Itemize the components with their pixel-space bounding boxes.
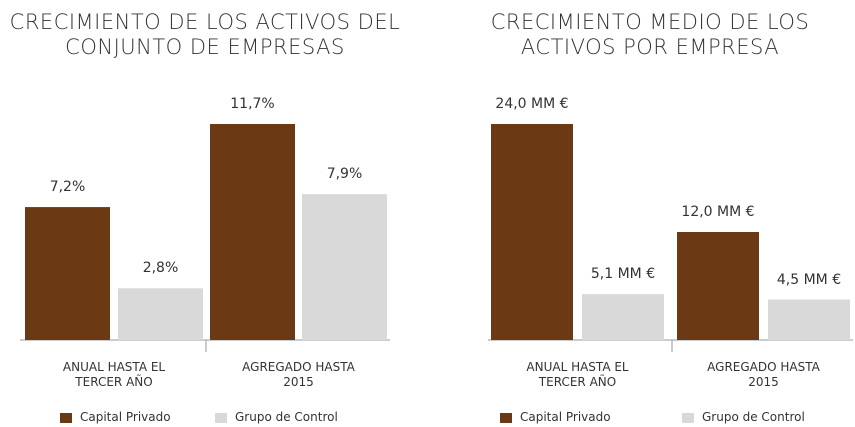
x-tick-label: AGREGADO HASTA 2015 xyxy=(242,360,355,389)
value-label: 7,2% xyxy=(49,179,86,196)
legend-label: Capital Privado xyxy=(80,410,171,424)
value-label: 12,0 MM € xyxy=(681,204,755,220)
legend-swatch xyxy=(682,413,694,423)
bar xyxy=(25,207,110,340)
legend-swatch xyxy=(500,413,512,423)
value-label: 4,5 MM € xyxy=(776,271,842,288)
value-label: 5,1 MM € xyxy=(590,266,656,283)
legend-swatch xyxy=(215,413,227,423)
bar xyxy=(491,124,573,340)
bar xyxy=(210,124,295,340)
bar xyxy=(768,299,850,340)
x-tick-label: ANUAL HASTA EL TERCER AÑO xyxy=(526,360,629,389)
value-label: 2,8% xyxy=(142,260,179,277)
legend-swatch xyxy=(60,413,72,423)
x-tick-label: AGREGADO HASTA 2015 xyxy=(707,360,820,389)
legend-label: Capital Privado xyxy=(520,410,611,424)
chart-title: CRECIMIENTO DE LOS ACTIVOS DEL CONJUNTO … xyxy=(9,10,401,59)
value-label: 7,9% xyxy=(326,166,363,183)
bar xyxy=(118,288,203,340)
legend-label: Grupo de Control xyxy=(235,410,338,424)
value-label: 11,7% xyxy=(230,96,275,112)
x-tick-label: ANUAL HASTA EL TERCER AÑO xyxy=(62,360,166,389)
bar xyxy=(302,194,387,340)
bar xyxy=(582,294,664,340)
bar xyxy=(677,232,759,340)
value-label: 24,0 MM € xyxy=(495,96,569,112)
legend-label: Grupo de Control xyxy=(702,410,805,424)
chart-title: CRECIMIENTO MEDIO DE LOS ACTIVOS POR EMP… xyxy=(490,10,810,59)
